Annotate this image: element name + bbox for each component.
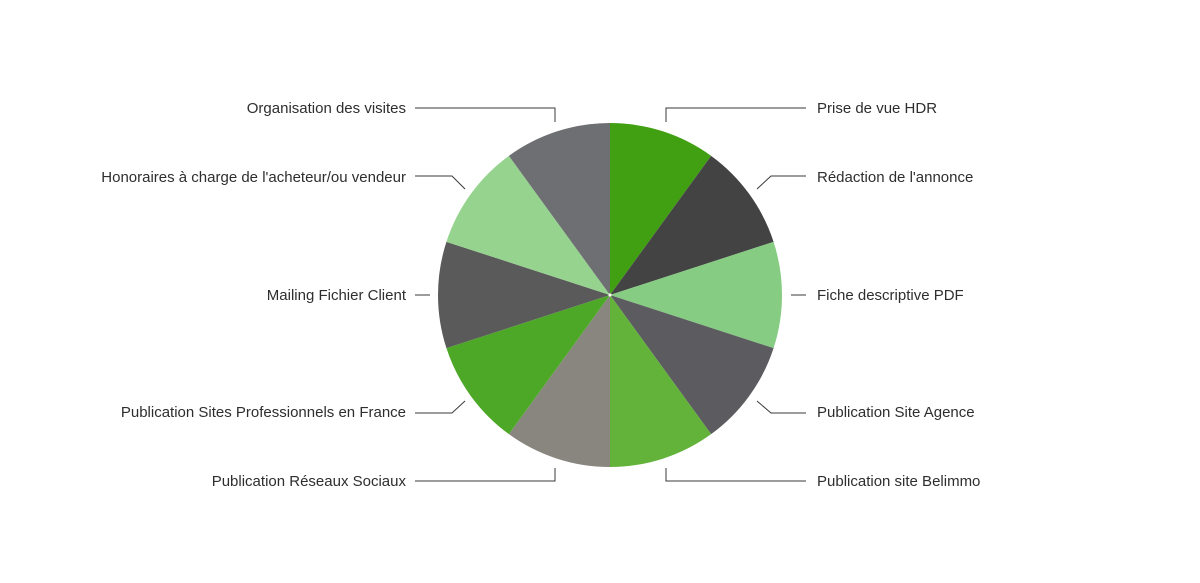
pie-slice-9 — [446, 155, 610, 295]
pie-slice-5 — [610, 295, 712, 467]
pie-slice-10 — [508, 123, 610, 295]
leader-line-2 — [756, 175, 806, 190]
slice-label-5: Publication site Belimmo — [817, 473, 980, 490]
pie-slice-2 — [610, 155, 774, 295]
slice-label-4: Publication Site Agence — [817, 404, 975, 421]
slice-label-1: Prise de vue HDR — [817, 100, 937, 117]
leader-line-9 — [415, 175, 466, 190]
slice-label-10: Organisation des visites — [247, 100, 406, 117]
pie-slice-8 — [438, 241, 610, 349]
pie-slice-7 — [446, 295, 610, 435]
leader-lines — [415, 107, 806, 482]
pie-slice-6 — [508, 295, 610, 467]
slice-label-6: Publication Réseaux Sociaux — [212, 473, 407, 490]
leader-line-10 — [415, 107, 556, 122]
pie-slice-4 — [610, 295, 774, 435]
leader-line-7 — [415, 400, 466, 414]
pie-slice-1 — [610, 123, 712, 295]
slice-label-7: Publication Sites Professionnels en Fran… — [121, 404, 406, 421]
slice-label-9: Honoraires à charge de l'acheteur/ou ven… — [101, 169, 406, 186]
leader-line-1 — [665, 107, 806, 122]
pie-slices — [438, 123, 782, 467]
slice-labels: Prise de vue HDR Rédaction de l'annonce Fi… — [101, 100, 980, 490]
pie-center-dot — [608, 293, 612, 297]
slice-label-2: Rédaction de l'annonce — [817, 169, 973, 186]
leader-line-6 — [415, 468, 556, 482]
pie-slice-3 — [610, 241, 782, 349]
slice-label-8: Mailing Fichier Client — [267, 287, 407, 304]
slice-label-3: Fiche descriptive PDF — [817, 287, 964, 304]
leader-line-5 — [665, 468, 806, 482]
leader-line-4 — [756, 400, 806, 414]
